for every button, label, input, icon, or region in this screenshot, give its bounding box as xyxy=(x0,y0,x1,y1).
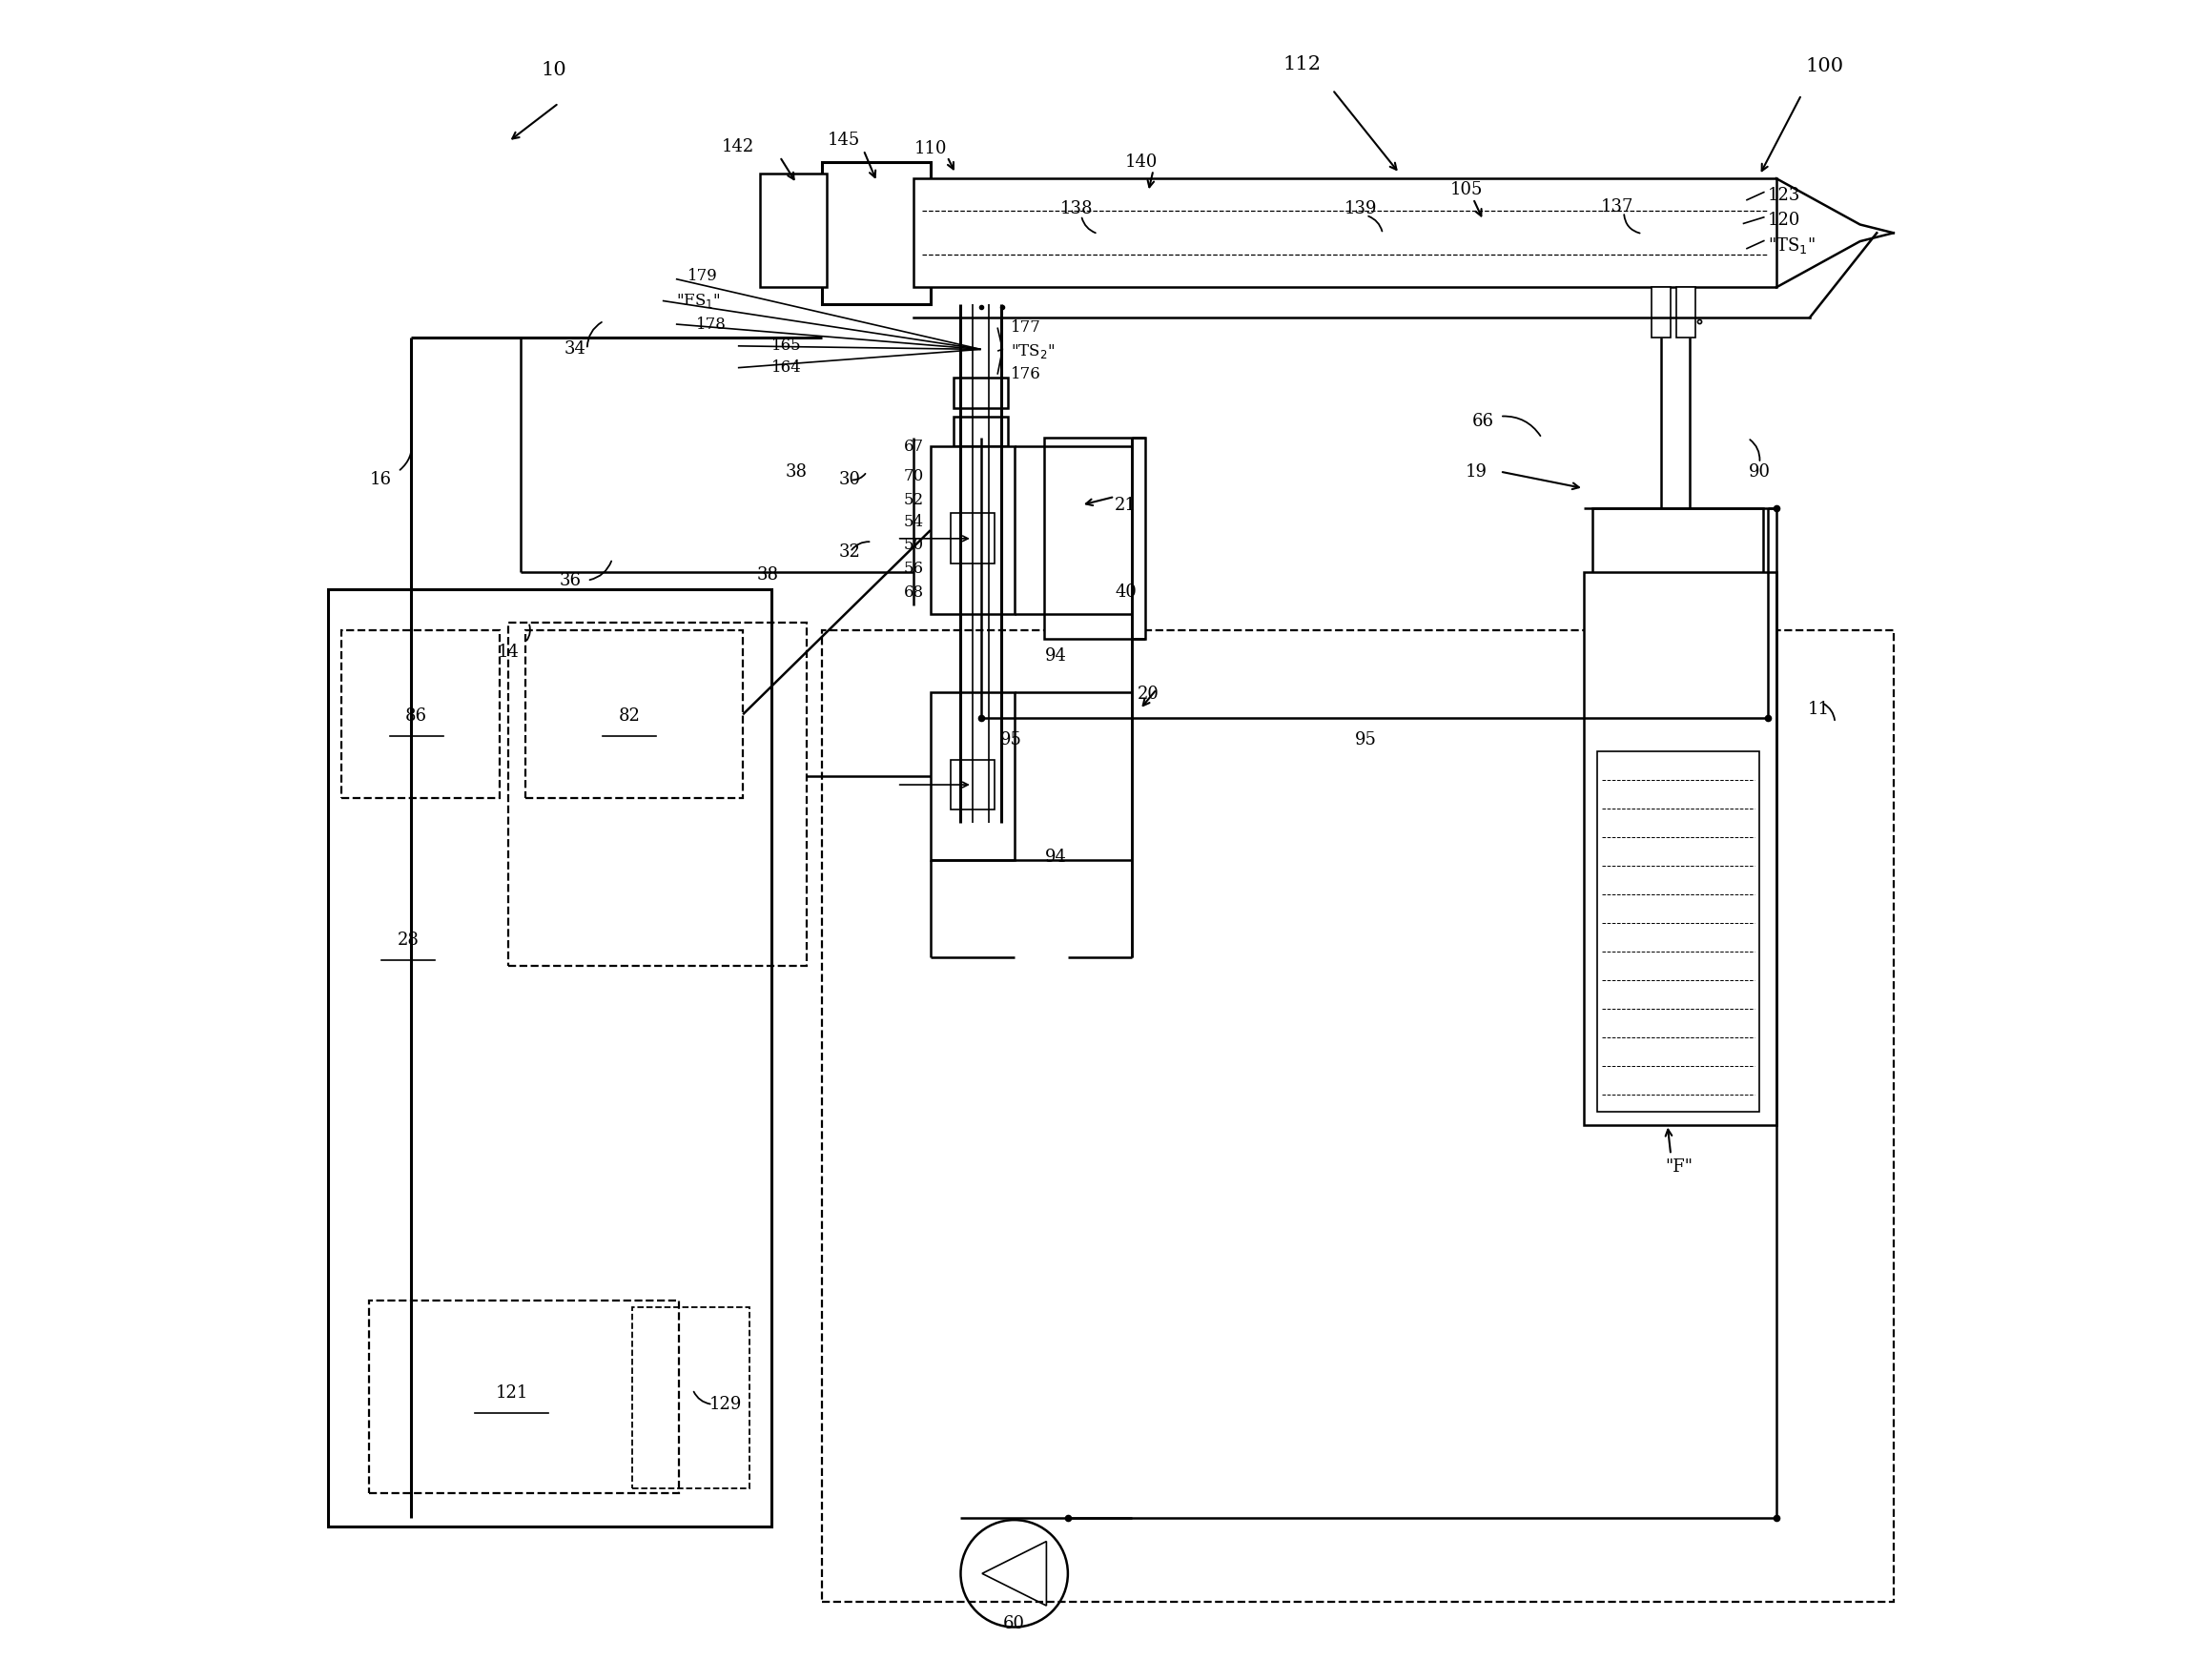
Text: 38: 38 xyxy=(786,464,808,480)
Bar xyxy=(821,630,1893,1603)
Text: 177: 177 xyxy=(1010,319,1041,336)
Text: 52: 52 xyxy=(905,492,925,507)
Text: 50: 50 xyxy=(905,538,925,553)
Text: 40: 40 xyxy=(1116,583,1138,601)
Text: 70: 70 xyxy=(903,469,925,486)
Text: 123: 123 xyxy=(1768,186,1801,203)
Text: 164: 164 xyxy=(771,360,802,376)
Text: 137: 137 xyxy=(1601,198,1634,215)
Bar xyxy=(1583,573,1777,1124)
Text: 11: 11 xyxy=(1807,701,1829,717)
Text: 60: 60 xyxy=(1004,1614,1026,1633)
Text: 32: 32 xyxy=(839,543,861,561)
Bar xyxy=(953,417,1008,447)
Text: "FS$_1$": "FS$_1$" xyxy=(676,292,720,309)
Text: 129: 129 xyxy=(709,1396,742,1413)
Text: 94: 94 xyxy=(1045,647,1067,664)
Text: 140: 140 xyxy=(1124,153,1157,170)
Text: 36: 36 xyxy=(560,571,582,590)
Text: 95: 95 xyxy=(999,731,1021,748)
Bar xyxy=(914,178,1777,287)
Text: 110: 110 xyxy=(914,139,946,156)
Text: 100: 100 xyxy=(1805,57,1845,76)
Bar xyxy=(1651,287,1671,338)
Bar xyxy=(931,692,1015,860)
Text: 56: 56 xyxy=(905,561,925,576)
Text: 14: 14 xyxy=(498,643,520,660)
Bar xyxy=(931,447,1015,613)
Bar xyxy=(369,1300,679,1494)
Bar xyxy=(632,1307,749,1488)
Text: 121: 121 xyxy=(496,1384,529,1401)
Text: 10: 10 xyxy=(540,60,567,79)
Text: 21: 21 xyxy=(1116,497,1138,514)
Text: "F": "F" xyxy=(1665,1158,1693,1174)
Text: 112: 112 xyxy=(1282,55,1322,74)
Text: 165: 165 xyxy=(771,338,802,354)
Bar xyxy=(821,161,931,304)
Text: 19: 19 xyxy=(1465,464,1487,480)
Text: 86: 86 xyxy=(406,707,428,724)
Text: "TS$_2$": "TS$_2$" xyxy=(1010,343,1054,360)
Bar xyxy=(951,759,995,810)
Text: 138: 138 xyxy=(1061,200,1094,217)
Text: 68: 68 xyxy=(905,585,925,600)
Text: 145: 145 xyxy=(828,131,861,148)
Text: 176: 176 xyxy=(1010,366,1041,383)
Bar xyxy=(953,378,1008,408)
Text: "TS$_1$": "TS$_1$" xyxy=(1768,235,1816,255)
Text: 30: 30 xyxy=(839,472,861,489)
Bar xyxy=(1592,509,1763,575)
Text: 66: 66 xyxy=(1471,413,1493,430)
Text: 142: 142 xyxy=(722,138,753,155)
Text: 139: 139 xyxy=(1344,200,1377,217)
Text: 34: 34 xyxy=(564,341,586,358)
Text: 94: 94 xyxy=(1045,848,1067,865)
Text: 38: 38 xyxy=(758,566,780,585)
Text: 82: 82 xyxy=(617,707,639,724)
Text: 20: 20 xyxy=(1138,685,1159,702)
Text: 105: 105 xyxy=(1449,181,1482,198)
Text: 95: 95 xyxy=(1355,731,1377,748)
Text: 54: 54 xyxy=(905,514,925,529)
Text: 90: 90 xyxy=(1748,464,1770,480)
Bar xyxy=(509,622,806,966)
Bar xyxy=(327,588,771,1527)
Bar xyxy=(525,630,742,798)
Bar xyxy=(340,630,501,798)
Text: 179: 179 xyxy=(687,267,718,284)
Text: 178: 178 xyxy=(696,316,727,333)
Text: 120: 120 xyxy=(1768,212,1801,228)
Text: 16: 16 xyxy=(371,472,393,489)
Bar xyxy=(1045,438,1144,638)
Text: 28: 28 xyxy=(397,932,419,949)
Bar xyxy=(951,514,995,564)
Bar xyxy=(1676,287,1695,338)
Bar xyxy=(760,173,826,287)
Text: 67: 67 xyxy=(905,438,925,455)
Bar xyxy=(1596,751,1759,1110)
